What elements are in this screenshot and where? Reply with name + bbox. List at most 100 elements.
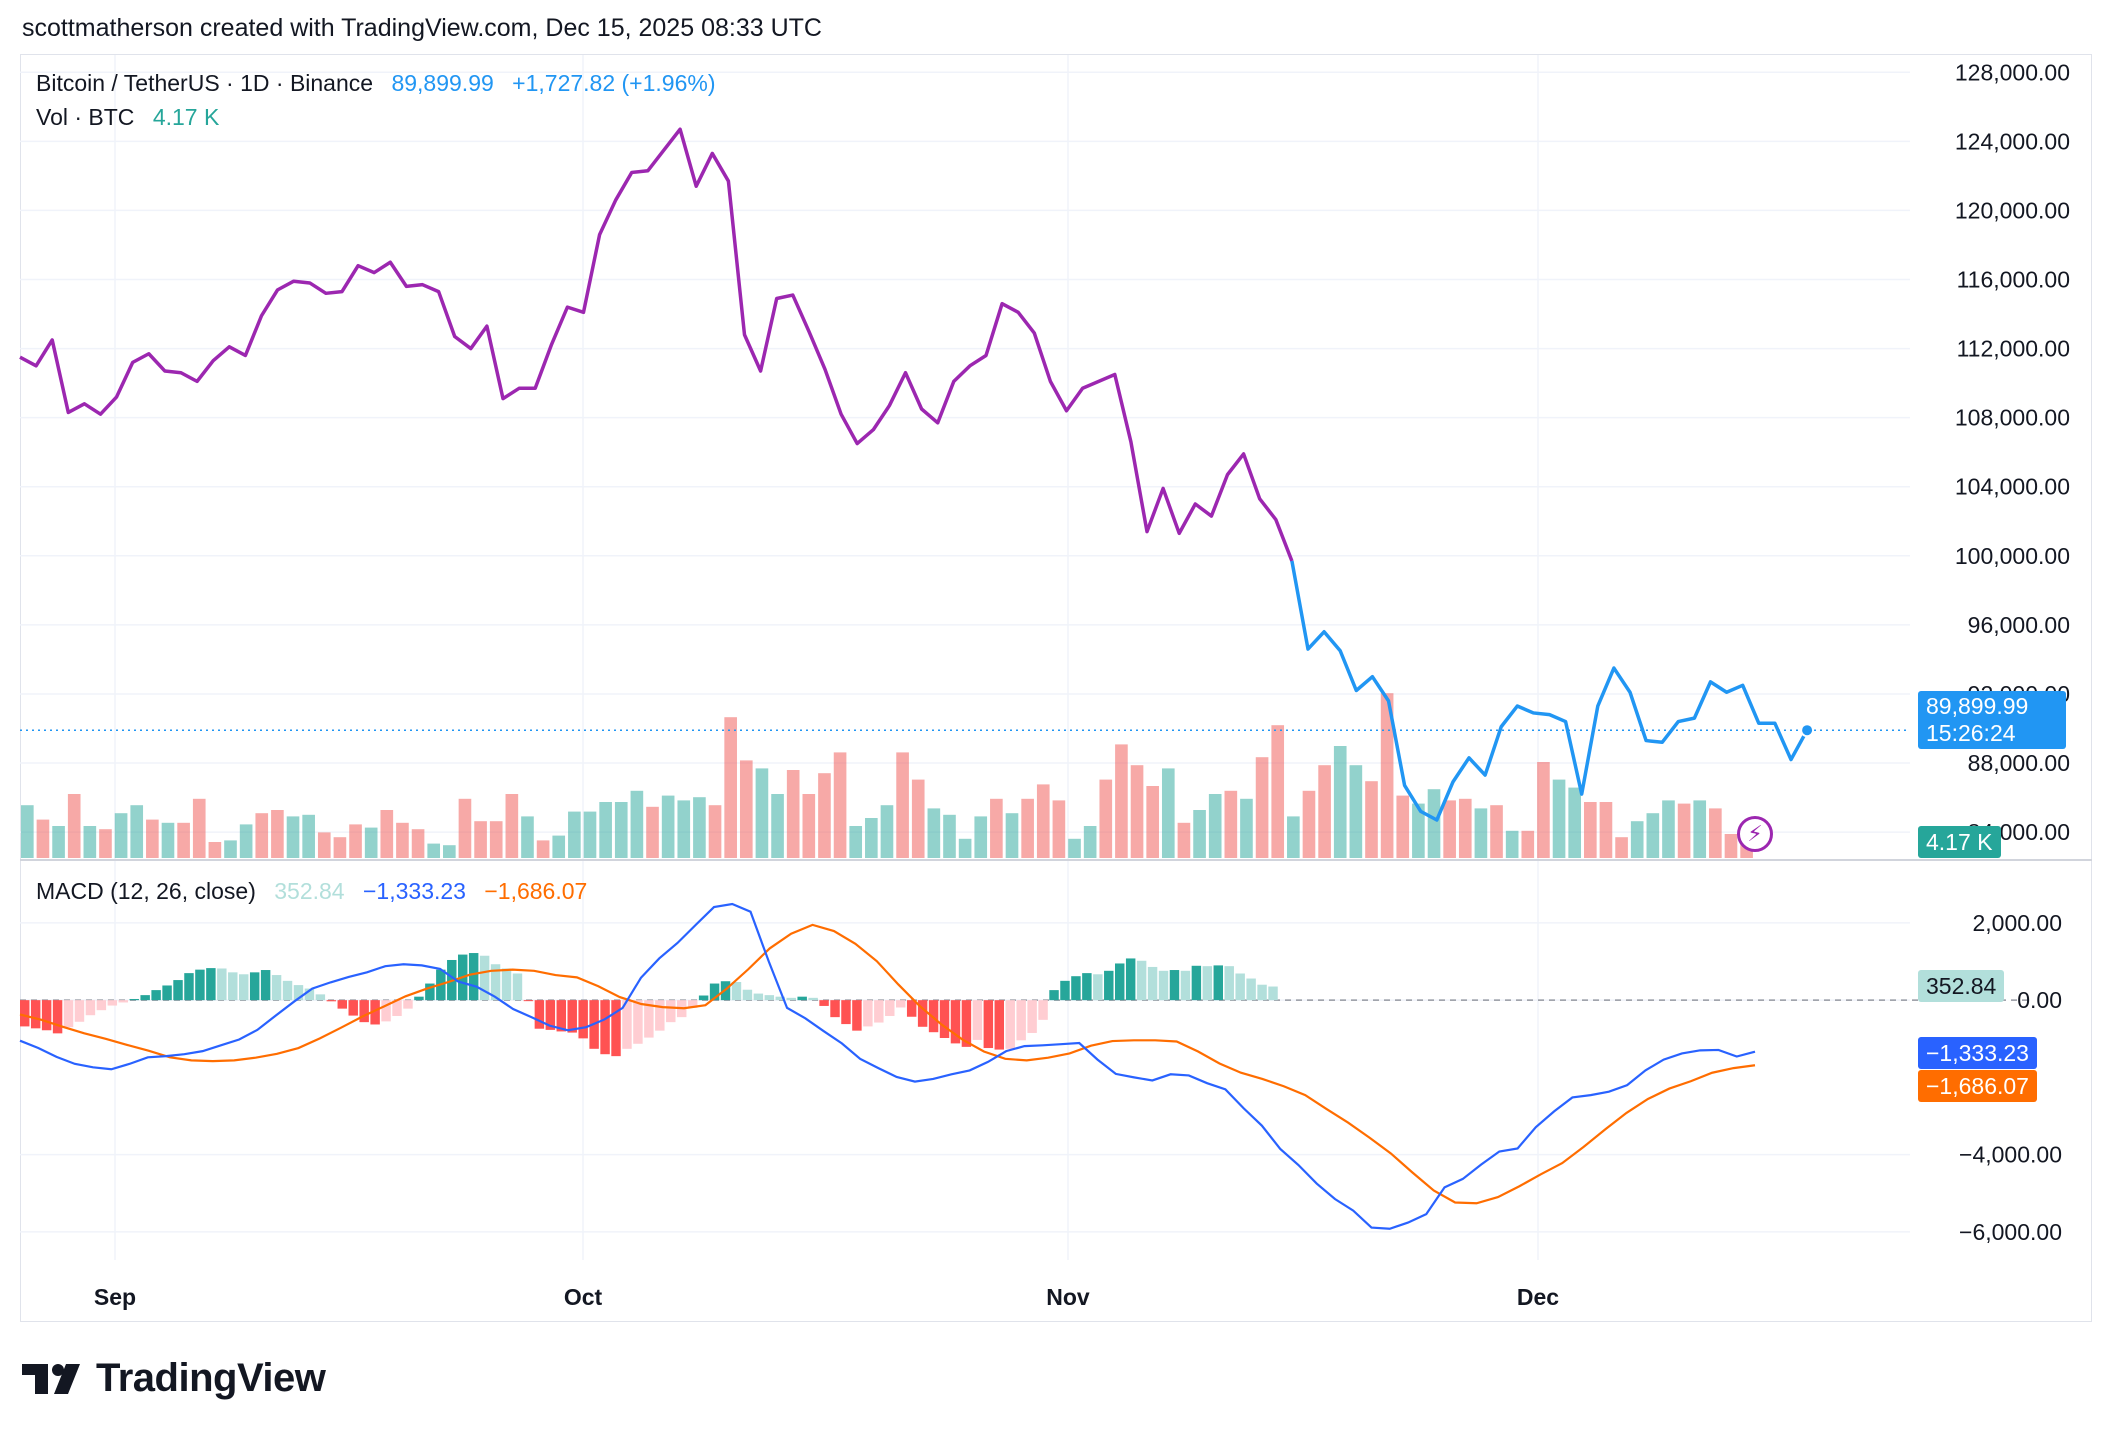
macd-histogram-bar (709, 983, 720, 1001)
volume-bar (896, 752, 909, 858)
volume-bar (1615, 837, 1628, 858)
volume-bar (661, 795, 675, 858)
macd-histogram-bar (994, 1000, 1004, 1050)
volume-title: Vol · BTC (36, 104, 135, 130)
volume-bar (114, 813, 128, 858)
macd-histogram-bar (151, 990, 161, 1001)
volume-bar (583, 811, 597, 858)
volume-bar (833, 752, 847, 858)
volume-bar (333, 837, 347, 858)
macd-histogram-bar (786, 997, 796, 1001)
volume-bar (974, 816, 988, 858)
lightning-icon[interactable]: ⚡ (1737, 816, 1773, 852)
volume-bar (130, 805, 144, 858)
macd-pane (19, 902, 2030, 1230)
volume-bar (1443, 800, 1456, 858)
volume-bar (1193, 810, 1206, 858)
macd-histogram-bar (611, 1000, 621, 1057)
macd-histogram-bar (972, 1000, 983, 1040)
macd-histogram-bar (567, 1000, 577, 1033)
macd-histogram-bar (140, 995, 150, 1001)
macd-histogram-bar (162, 985, 172, 1001)
macd-histogram-bar (1202, 966, 1213, 1001)
volume-bar (1052, 800, 1066, 858)
volume-bar (1505, 830, 1519, 858)
macd-histogram-bar (326, 1000, 337, 1002)
price-tag: 89,899.99 15:26:24 (1918, 691, 2066, 749)
volume-bar (208, 842, 222, 858)
volume-bar (927, 808, 941, 858)
macd-histogram-bar (414, 996, 424, 1001)
volume-bar (1146, 786, 1159, 858)
volume-bar (1365, 781, 1378, 858)
macd-histogram-bar (315, 994, 326, 1001)
macd-hist-value: 352.84 (274, 878, 345, 904)
macd-title: MACD (12, 26, close) (36, 878, 256, 904)
macd-histogram-bar (1027, 1000, 1037, 1033)
volume-bar (1083, 826, 1097, 858)
volume-bar (161, 822, 175, 858)
volume-bar (677, 800, 691, 858)
macd-histogram-bar (753, 993, 764, 1001)
volume-bar (286, 816, 300, 858)
volume-bar (396, 822, 409, 858)
grid-lines (20, 55, 2092, 1260)
volume-bar (1021, 798, 1034, 858)
volume-bar (1427, 789, 1441, 858)
macd-histogram-bar (666, 1000, 676, 1023)
symbol-title: Bitcoin / TetherUS · 1D · Binance (36, 70, 374, 96)
macd-histogram-bar (885, 1000, 895, 1016)
macd-histogram-bar (698, 995, 709, 1001)
macd-histogram-bar (1191, 965, 1202, 1001)
macd-histogram-bar (906, 1000, 917, 1017)
volume-bar (349, 824, 362, 858)
macd-histogram-bar (1071, 976, 1081, 1001)
macd-histogram-bar (512, 973, 523, 1001)
macd-histogram-bar (107, 1000, 118, 1006)
volume-bar (771, 794, 784, 858)
macd-histogram-bar (1104, 970, 1114, 1001)
tradingview-logo-text: TradingView (96, 1356, 326, 1400)
price-series-purple (19, 127, 1294, 562)
macd-histogram-bar (578, 1000, 588, 1039)
macd-hist-tag: 352.84 (1918, 970, 2005, 1002)
time-tick-label: Dec (1517, 1284, 1559, 1310)
volume-bar (802, 794, 816, 858)
macd-histogram-bar (1125, 958, 1136, 1001)
volume-bar (818, 773, 831, 858)
macd-tick-label: −6,000.00 (1959, 1219, 2062, 1245)
last-price-dot (1800, 723, 1815, 738)
macd-histogram-bar (479, 955, 490, 1001)
volume-legend: Vol · BTC 4.17 K (36, 104, 231, 131)
macd-histogram-bar (118, 1000, 128, 1003)
volume-bar (943, 814, 956, 858)
macd-histogram-bar (173, 980, 183, 1001)
volume-bar (1271, 725, 1285, 858)
volume-bar (1380, 693, 1394, 858)
volume-bar (1036, 784, 1050, 858)
volume-bar (1224, 790, 1238, 858)
chart-credit: scottmatherson created with TradingView.… (22, 14, 822, 42)
macd-histogram-bar (622, 1000, 632, 1049)
volume-bar (1287, 816, 1300, 858)
volume-bar (1537, 762, 1550, 858)
price-tick-label: 120,000.00 (1955, 197, 2070, 223)
volume-value: 4.17 K (152, 104, 220, 130)
macd-histogram-bar (129, 998, 139, 1001)
macd-histogram-bar (30, 1000, 41, 1029)
macd-histogram-bar (468, 953, 479, 1001)
macd-histogram-bar (841, 1000, 851, 1025)
chart-frame (20, 54, 2092, 1322)
macd-histogram-bar (195, 969, 205, 1001)
time-tick-label: Oct (564, 1284, 603, 1310)
macd-histogram-bar (961, 1000, 972, 1047)
macd-histogram-bar (1115, 963, 1125, 1001)
macd-histogram-bar (764, 995, 775, 1001)
symbol-legend: Bitcoin / TetherUS · 1D · Binance 89,899… (36, 70, 728, 97)
macd-histogram-bar (1136, 960, 1147, 1001)
macd-histogram-bar (1158, 970, 1169, 1001)
macd-histogram-bar (644, 1000, 654, 1038)
volume-bar (1724, 834, 1738, 858)
volume-bar (271, 810, 284, 858)
